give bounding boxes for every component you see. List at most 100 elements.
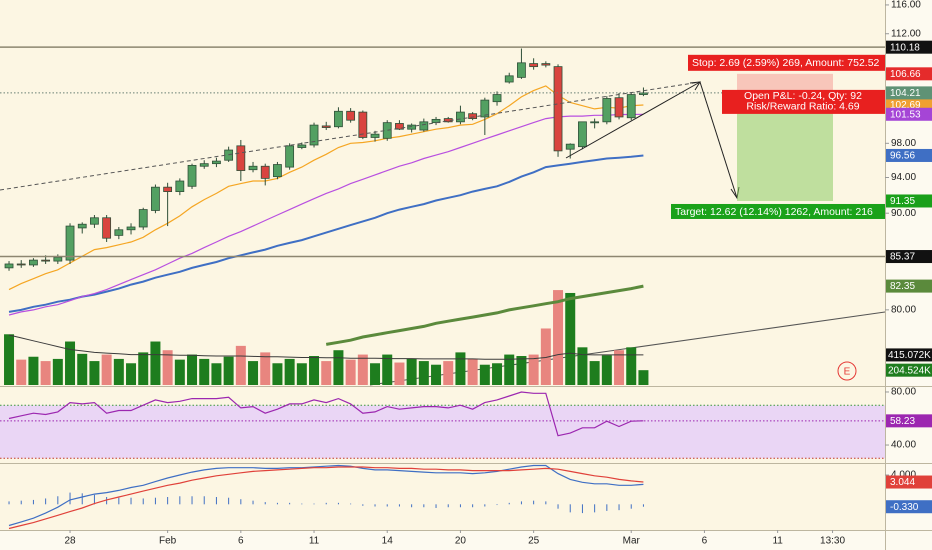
x-tick-label: 6 [702, 536, 708, 547]
volume-bar [162, 350, 173, 385]
target-label: Target: 12.62 (12.14%) 1262, Amount: 216 [675, 206, 873, 218]
x-tick-label: 6 [238, 536, 244, 547]
candle-body [639, 92, 648, 95]
candle-body [102, 217, 112, 239]
price-tag [886, 107, 932, 121]
volume-bar [272, 363, 283, 385]
volume-bar [260, 352, 271, 385]
price-tag-label: 101.53 [890, 109, 921, 120]
price-tag [886, 194, 932, 208]
moving-average [325, 284, 644, 346]
candle-body [468, 113, 478, 119]
volume-bar [77, 353, 88, 385]
volume-bar [516, 356, 527, 385]
projection-line [565, 81, 701, 159]
indicator-line [8, 391, 644, 437]
volume-bar [345, 359, 356, 385]
pnl-label-box [722, 89, 885, 114]
candle-body [4, 263, 14, 269]
y-tick-label: 98.00 [891, 138, 916, 149]
candle-body [321, 125, 331, 128]
volume-bar [174, 359, 185, 385]
volume-bar [357, 354, 368, 385]
volume-bar [138, 352, 149, 385]
price-tag [886, 148, 932, 162]
candle-body [358, 111, 368, 138]
candle-body [614, 97, 624, 118]
price-tag-label: 3.044 [890, 477, 915, 488]
volume-bar [479, 364, 490, 385]
y-tick-label: 80.00 [891, 387, 916, 398]
volume-bar [382, 354, 393, 385]
moving-average [8, 154, 644, 313]
macd-pane [0, 464, 885, 530]
price-tag [886, 500, 932, 514]
volume-bar [565, 292, 576, 385]
x-tick-label: 13:30 [820, 536, 845, 547]
volume-bar [418, 361, 429, 385]
price-tag-label: -0.330 [890, 502, 919, 513]
candle-body [419, 121, 429, 131]
volume-bar [199, 358, 210, 385]
volume-bar [223, 356, 234, 385]
price-tag [886, 414, 932, 428]
candle-body [456, 111, 465, 123]
indicator-line [8, 464, 644, 527]
candle-body [407, 124, 417, 130]
volume-bar [16, 359, 27, 385]
volume-bar [443, 361, 454, 385]
volume-bar [52, 358, 63, 385]
candle-body [285, 145, 295, 168]
candle-body [138, 209, 148, 228]
x-tick-label: 28 [64, 536, 76, 547]
volume-bar [589, 361, 600, 385]
candle-body [626, 94, 636, 119]
volume-bar [528, 354, 539, 385]
volume-bar [126, 363, 137, 385]
price-tag-label: 82.35 [890, 281, 915, 292]
volume-bar [211, 363, 222, 385]
volume-bar [150, 341, 161, 385]
volume-bar [394, 362, 405, 385]
price-tag [886, 250, 932, 264]
volume-bar [467, 358, 478, 385]
candle-body [53, 256, 63, 262]
price-tag-label: 85.37 [890, 252, 915, 263]
x-tick-label: 20 [455, 536, 467, 547]
candle-body [578, 121, 587, 148]
volume-bar [504, 354, 515, 385]
x-tick-label: Feb [159, 536, 177, 547]
volume-bar [296, 363, 307, 385]
x-tick-label: 25 [528, 536, 540, 547]
volume-bar [248, 361, 259, 385]
candle-body [529, 63, 539, 68]
stop-label-box [688, 54, 885, 71]
candle-body [480, 99, 490, 118]
volume-bar [626, 347, 637, 385]
volume-bar [65, 341, 76, 385]
volume-bar [431, 364, 442, 385]
candle-body [492, 94, 502, 103]
price-tag-label: 96.56 [890, 151, 915, 162]
arrow-head [689, 81, 701, 91]
moving-average [8, 113, 644, 316]
volume-bar [333, 350, 344, 385]
volume-bar [540, 328, 551, 385]
candle-body [90, 217, 99, 225]
candle-body [77, 223, 87, 229]
x-tick-label: 11 [772, 536, 783, 547]
volume-ma [8, 334, 644, 360]
volume-bar [492, 363, 503, 385]
earnings-label: E [844, 367, 851, 378]
candle-body [553, 66, 563, 152]
y-tick-label: 90.00 [891, 208, 916, 219]
volume-bar [101, 354, 112, 385]
earnings-marker [837, 361, 857, 381]
price-tag [886, 40, 932, 54]
candle-body [309, 124, 319, 146]
volume-bar [638, 370, 649, 385]
candle-body [273, 164, 282, 178]
candle-body [114, 229, 124, 236]
volume-tag-label: 415.072K [888, 350, 931, 361]
